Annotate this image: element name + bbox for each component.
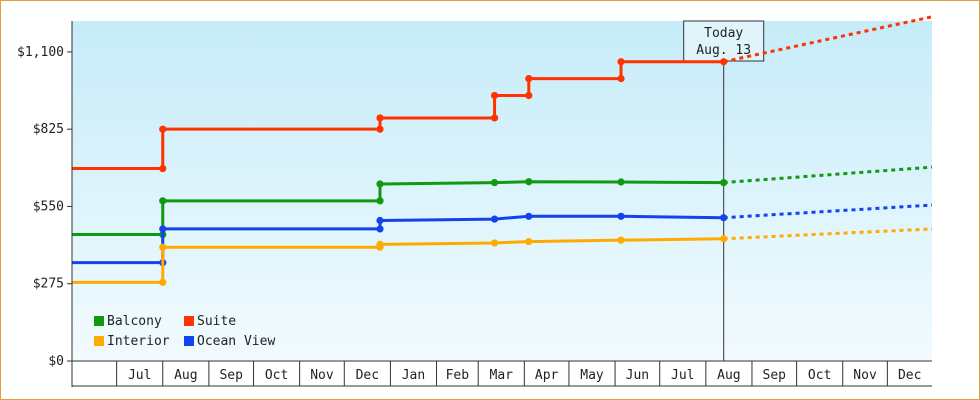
legend-label: Balcony bbox=[107, 314, 162, 329]
data-point-balcony bbox=[376, 197, 384, 205]
y-tick-label: $275 bbox=[33, 277, 64, 292]
legend-item-ocean-view: Ocean View bbox=[184, 334, 275, 349]
data-point-suite bbox=[159, 125, 167, 133]
data-point-ocean-view bbox=[376, 216, 384, 225]
data-point-interior bbox=[159, 243, 167, 251]
x-tick-label: Sep bbox=[763, 368, 787, 383]
data-point-balcony bbox=[525, 178, 533, 186]
x-tick-label: Mar bbox=[490, 368, 514, 383]
legend-swatch bbox=[94, 316, 104, 326]
x-tick-label: Nov bbox=[310, 368, 334, 383]
data-point-balcony bbox=[720, 178, 728, 187]
x-tick-label: Jan bbox=[402, 368, 425, 383]
series-projection-balcony bbox=[723, 165, 933, 185]
data-point-ocean-view bbox=[617, 212, 625, 220]
x-tick-label: Jul bbox=[128, 368, 151, 383]
data-point-suite bbox=[525, 91, 533, 100]
x-tick-label: Sep bbox=[219, 368, 243, 383]
x-tick-label: Oct bbox=[808, 368, 831, 383]
legend-swatch bbox=[184, 316, 194, 326]
legend-swatch bbox=[94, 336, 104, 346]
data-point-interior bbox=[159, 278, 167, 286]
data-point-balcony bbox=[376, 180, 384, 188]
data-point-suite bbox=[490, 91, 499, 100]
x-tick-label: Jul bbox=[671, 368, 694, 383]
series-interior bbox=[72, 227, 933, 286]
series-projection-interior bbox=[723, 227, 933, 241]
y-tick-label: $0 bbox=[48, 354, 64, 369]
data-point-ocean-view bbox=[376, 225, 384, 233]
data-point-ocean-view bbox=[720, 214, 728, 222]
series-projection-suite bbox=[723, 15, 933, 64]
data-point-ocean-view bbox=[159, 225, 167, 233]
legend-item-suite: Suite bbox=[184, 314, 236, 329]
data-point-suite bbox=[490, 114, 499, 122]
plot-background bbox=[72, 21, 932, 361]
data-point-suite bbox=[376, 114, 384, 122]
x-tick-label: Aug bbox=[717, 368, 740, 383]
x-tick-label: Dec bbox=[898, 368, 921, 383]
data-point-interior bbox=[490, 239, 499, 247]
data-point-interior bbox=[525, 237, 533, 246]
data-point-suite bbox=[159, 164, 167, 173]
legend-item-balcony: Balcony bbox=[94, 314, 162, 329]
data-point-interior bbox=[617, 236, 625, 244]
today-label: Today bbox=[704, 26, 743, 41]
data-point-suite bbox=[720, 58, 728, 66]
data-point-interior bbox=[720, 235, 728, 243]
today-date-label: Aug. 13 bbox=[696, 43, 751, 58]
y-tick-label: $825 bbox=[33, 122, 64, 137]
data-point-suite bbox=[617, 58, 625, 66]
data-point-interior bbox=[376, 240, 384, 248]
series-projection-ocean-view bbox=[723, 203, 933, 220]
data-point-suite bbox=[617, 75, 625, 83]
y-tick-label: $1,100 bbox=[17, 45, 64, 60]
legend-label: Suite bbox=[197, 314, 236, 329]
legend-item-interior: Interior bbox=[94, 334, 170, 349]
data-point-balcony bbox=[617, 178, 625, 186]
data-point-suite bbox=[525, 75, 533, 83]
x-tick-label: Oct bbox=[265, 368, 288, 383]
x-tick-label: Nov bbox=[853, 368, 877, 383]
series-suite bbox=[72, 15, 933, 173]
x-tick-label: Feb bbox=[446, 368, 470, 383]
data-point-balcony bbox=[490, 178, 499, 187]
x-tick-label: Dec bbox=[356, 368, 379, 383]
data-point-suite bbox=[376, 125, 384, 133]
x-tick-label: Aug bbox=[174, 368, 197, 383]
data-point-balcony bbox=[159, 197, 167, 205]
y-tick-label: $550 bbox=[33, 199, 64, 214]
data-point-ocean-view bbox=[525, 212, 533, 220]
legend-label: Interior bbox=[107, 334, 170, 349]
x-tick-label: Jun bbox=[626, 368, 649, 383]
legend-label: Ocean View bbox=[197, 334, 275, 349]
x-tick-label: Apr bbox=[535, 368, 559, 383]
series-balcony bbox=[72, 165, 933, 239]
data-point-ocean-view bbox=[490, 215, 499, 223]
legend-swatch bbox=[184, 336, 194, 346]
x-tick-label: May bbox=[580, 368, 604, 383]
